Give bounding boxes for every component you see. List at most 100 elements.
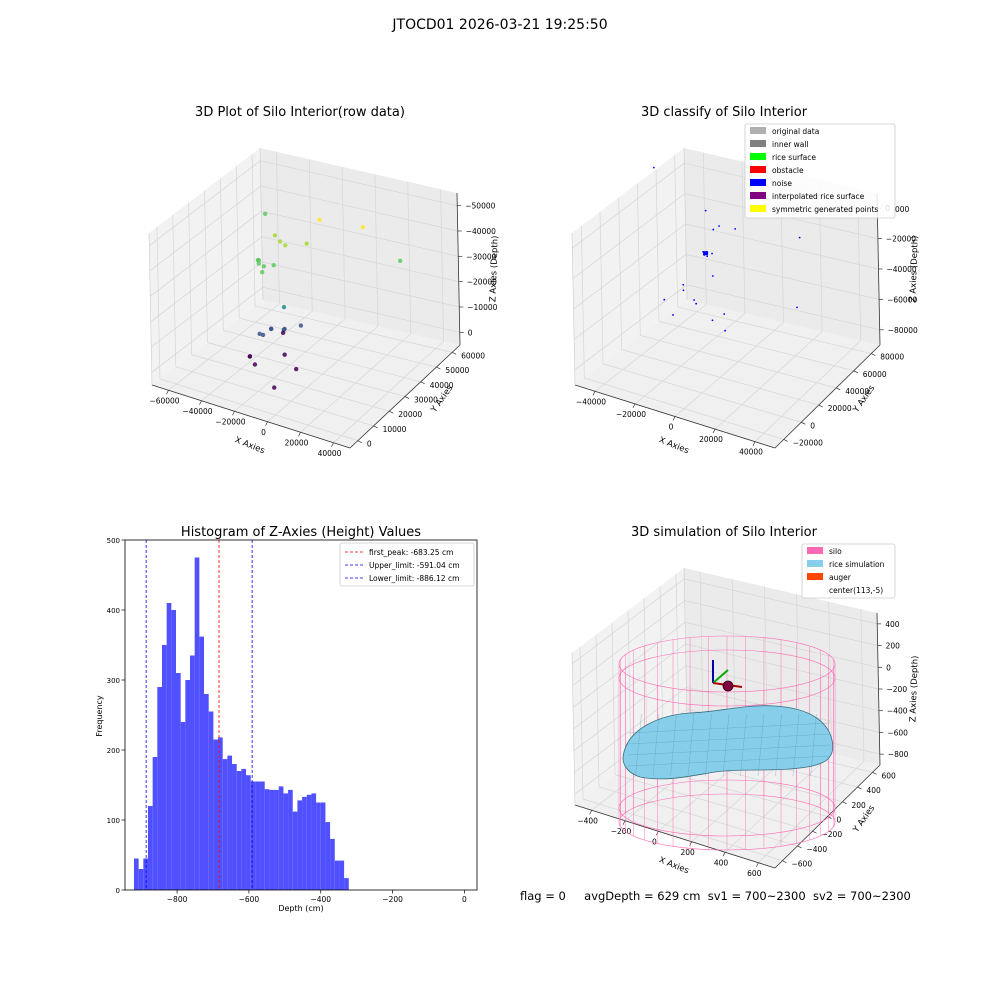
raw-left-edge [148, 232, 153, 386]
simulation-3d-plot: 3D simulation of Silo Interior −400 −200 0 2… [571, 525, 921, 878]
raw-y-tick [420, 381, 425, 385]
histogram-y-tick-label: 400 [107, 607, 120, 615]
rice-mesh-line [740, 713, 747, 777]
raw-data-point [317, 217, 322, 222]
histogram-bar [306, 794, 312, 890]
classify-legend-swatch [750, 179, 766, 186]
classify-back-edge [683, 147, 688, 301]
raw-z-tick-label: −20000 [467, 278, 497, 287]
raw-y-tick [389, 410, 394, 414]
raw-data-point [304, 241, 309, 246]
histogram-legend-label: Upper_limit: -591.04 cm [369, 561, 460, 570]
auger-y-arrow [712, 669, 729, 684]
status-footer: flag = 0 avgDepth = 629 cm sv1 = 700~230… [520, 889, 911, 903]
noise-point [663, 298, 666, 301]
classify-y-tick [871, 353, 876, 356]
histogram-y-tick-label: 300 [107, 677, 120, 685]
rice-mesh-line [722, 713, 730, 777]
sim-floor-grid-y [614, 774, 813, 832]
sim-y-tick-label: −600 [792, 860, 813, 869]
sim-y-tick [842, 801, 847, 805]
classify-legend-swatch [750, 153, 766, 160]
classify-x-tick [712, 428, 716, 434]
rice-mesh-line [757, 713, 765, 777]
raw-wall-grid-y [156, 226, 161, 379]
rice-mesh-line [775, 713, 782, 777]
raw-data-point [280, 330, 286, 336]
sim-x-tick-label: −400 [577, 816, 598, 825]
simulation-legend-label: silo [829, 547, 842, 556]
raw-y-tick [373, 425, 378, 429]
raw-data-point [252, 362, 258, 367]
histogram-bar [166, 603, 172, 890]
histogram-bar [344, 878, 349, 890]
raw-y-tick [357, 440, 363, 443]
raw-z-tick-label: −10000 [467, 303, 497, 312]
raw-floor-grid-y [207, 342, 406, 397]
histogram-bar [232, 764, 237, 890]
raw-x-tick [265, 421, 268, 426]
simulation-legend-swatch [807, 573, 823, 580]
classify-floor-grid-y [677, 306, 872, 354]
raw-data-point [261, 264, 267, 269]
raw-wall-grid-x [276, 151, 280, 304]
histogram-bar [274, 789, 279, 890]
raw-z-tick-label: −30000 [466, 252, 496, 261]
simulation-legend-label: center(113,-5) [829, 586, 883, 595]
histogram-bar [152, 757, 158, 890]
sim-x-tick [756, 862, 759, 867]
rice-mesh-line [652, 713, 660, 777]
noise-point [711, 252, 713, 255]
classify-x-tick [592, 391, 596, 396]
noise-point [682, 283, 685, 286]
sim-z-axis-label: Z Axies (Depth) [908, 655, 920, 722]
histogram-y-tick-label: 100 [107, 817, 120, 825]
noise-cluster [703, 251, 709, 256]
classify-x-tick-label: 0 [669, 423, 674, 432]
classify-z-tick-partial: 000 [895, 205, 910, 214]
classify-legend-label: interpolated rice surface [772, 192, 865, 201]
histogram-bar [204, 694, 209, 890]
classify-y-tick-label: 0 [810, 421, 815, 430]
histogram-bar [316, 802, 321, 890]
classify-x-tick-label: 40000 [739, 448, 763, 457]
classify-y-tick-label: 20000 [828, 404, 852, 413]
histogram-bar [199, 636, 205, 890]
sim-y-tick [797, 845, 802, 849]
histogram-bar [334, 860, 340, 890]
classify-z-tick-label: −40000 [887, 265, 917, 274]
classify-x-tick-label: −20000 [616, 410, 646, 419]
classify-y-tick [853, 370, 858, 374]
raw-y-tick-label: 40000 [430, 381, 454, 390]
classify-y-tick-label: 60000 [863, 370, 887, 379]
sim-x-tick-label: 400 [714, 858, 729, 867]
raw-data-point [272, 385, 277, 390]
raw-x-tick-label: 0 [261, 428, 266, 437]
raw-floor-pane [152, 300, 460, 448]
histogram-bar [218, 737, 223, 890]
raw-y-tick-label: 50000 [445, 366, 469, 375]
simulation-legend-frame [801, 543, 896, 599]
classify-x-axis-label: X Axies [657, 435, 690, 456]
histogram-bar [138, 869, 144, 890]
sim-floor-grid-y [598, 786, 798, 847]
raw-x-tick-label: −20000 [215, 417, 245, 426]
raw-x-tick [232, 411, 235, 416]
histogram-legend-label: first_peak: -683.25 cm [369, 548, 453, 557]
sim-y-tick [827, 816, 832, 819]
histogram-bar [227, 755, 233, 890]
histogram-x-axis-label: Depth (cm) [278, 904, 323, 913]
simulation-legend-label: auger [829, 573, 852, 582]
noise-point [798, 236, 801, 239]
avg-depth-text: avgDepth = 629 cm [584, 889, 701, 903]
sim-y-tick-label: −200 [822, 830, 843, 839]
rice-mesh-line [792, 713, 800, 777]
raw-x-axis-line [151, 384, 351, 449]
raw-x-tick [199, 400, 202, 405]
classify-z-axis-label: Z Axies (Depth) [908, 235, 920, 302]
sim-left-edge [571, 652, 576, 806]
rice-mesh-line [810, 713, 817, 777]
sim-x-tick-label: 0 [652, 837, 657, 846]
raw-wall-grid-x [374, 174, 379, 327]
